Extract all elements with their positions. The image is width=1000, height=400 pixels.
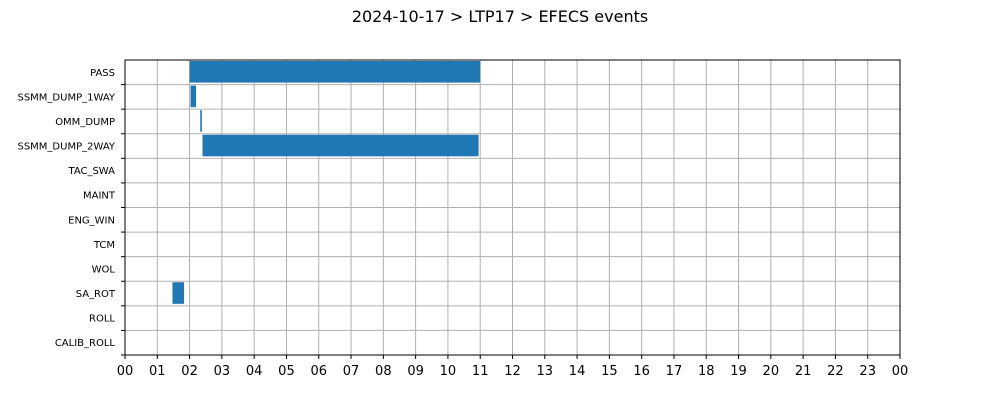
x-tick-label: 21	[795, 364, 812, 379]
x-tick-label: 17	[666, 364, 683, 379]
y-tick-label: TAC_SWA	[67, 166, 115, 177]
x-tick-label: 05	[278, 364, 295, 379]
y-tick-label: SA_ROT	[76, 289, 116, 300]
x-tick-label: 09	[407, 364, 424, 379]
x-tick-label: 07	[343, 364, 360, 379]
y-tick-label: ROLL	[89, 314, 115, 325]
event-bars	[172, 61, 481, 304]
event-bar-pass	[189, 61, 481, 83]
y-tick-label: TCM	[93, 240, 115, 251]
x-tick-label: 16	[633, 364, 650, 379]
event-bar-sa-rot	[172, 282, 185, 304]
event-bar-omm-dump	[200, 110, 202, 132]
chart-title: 2024-10-17 > LTP17 > EFECS events	[352, 7, 648, 26]
y-tick-label: MAINT	[83, 191, 116, 202]
x-tick-label: 01	[149, 364, 166, 379]
x-tick-label: 11	[472, 364, 489, 379]
x-tick-label: 12	[504, 364, 521, 379]
x-tick-label: 08	[375, 364, 392, 379]
y-tick-label: SSMM_DUMP_1WAY	[17, 92, 115, 103]
x-tick-label: 13	[537, 364, 554, 379]
x-axis-ticks: 00 01 02 03 04 05 06 07 08 09 10 11 12 13 14 15 16 17 18 19…	[117, 355, 909, 379]
x-tick-label: 03	[214, 364, 231, 379]
x-tick-label: 10	[440, 364, 457, 379]
x-tick-label: 23	[859, 364, 876, 379]
y-tick-label: CALIB_ROLL	[55, 338, 116, 349]
event-bar-ssmm-dump-1way	[190, 85, 197, 108]
y-tick-label: OMM_DUMP	[55, 117, 115, 128]
x-tick-label: 20	[763, 364, 780, 379]
x-tick-label: 15	[601, 364, 618, 379]
x-tick-label: 02	[181, 364, 198, 379]
y-tick-label: SSMM_DUMP_2WAY	[17, 142, 115, 153]
x-tick-label: 18	[698, 364, 715, 379]
y-tick-label: PASS	[90, 68, 115, 79]
event-bar-ssmm-dump-2way	[202, 134, 479, 157]
x-tick-label: 06	[310, 364, 327, 379]
x-tick-label: 00	[117, 364, 134, 379]
x-tick-label: 19	[730, 364, 747, 379]
x-tick-label: 22	[827, 364, 844, 379]
y-tick-label: ENG_WIN	[68, 215, 115, 226]
grid-lines	[125, 60, 900, 355]
x-tick-label: 04	[246, 364, 263, 379]
y-axis-ticks: PASS SSMM_DUMP_1WAY OMM_DUMP SSMM_DUMP_2WAY…	[17, 68, 125, 356]
x-tick-label: 00	[892, 364, 909, 379]
x-tick-label: 14	[569, 364, 586, 379]
y-tick-label: WOL	[92, 264, 116, 275]
